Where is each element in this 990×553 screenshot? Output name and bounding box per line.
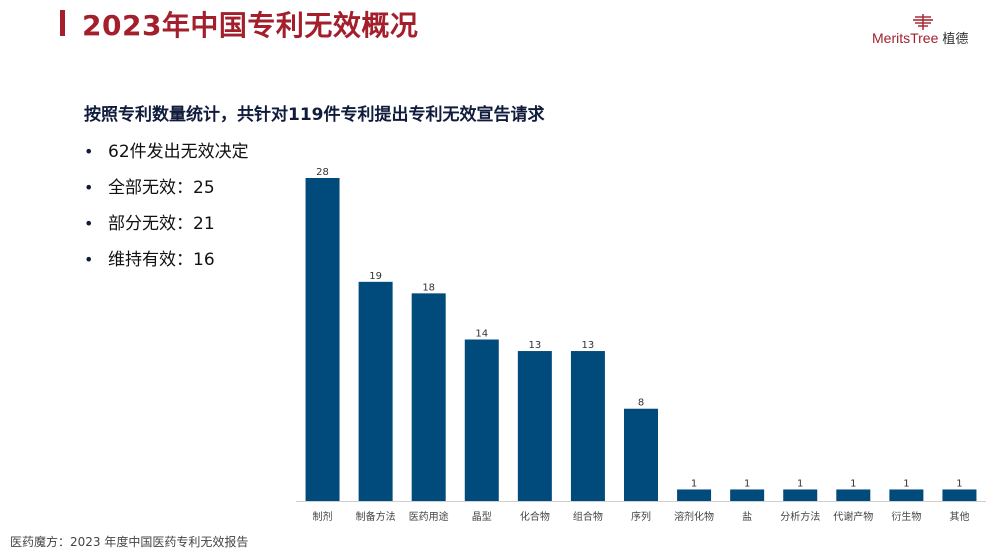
data-label-10: 1 [850,478,856,489]
bullet-text: 全部无效：25 [108,178,215,198]
x-tick-label-10: 代谢产物 [833,510,873,523]
data-label-3: 14 [475,329,488,340]
data-label-8: 1 [744,478,750,489]
bullet-item: • 部分无效：21 [84,206,249,242]
title-accent-bar [60,10,65,36]
logo-brand-cn: 植德 [942,31,969,46]
bar-9 [783,489,818,501]
bullet-text: 62件发出无效决定 [108,142,249,162]
x-tick-label-9: 分析方法 [780,510,820,523]
bar-10 [836,489,871,501]
bar-0 [305,178,340,501]
x-tick-label-2: 医药用途 [409,510,449,523]
x-tick-label-8: 盐 [742,510,752,523]
x-tick-label-4: 化合物 [520,510,550,523]
source-note: 医药魔方：2023 年度中国医药专利无效报告 [10,535,249,549]
x-tick-label-11: 衍生物 [891,510,921,523]
x-tick-label-6: 序列 [631,510,651,523]
x-tick-label-12: 其他 [949,510,969,523]
bar-8 [730,489,765,501]
logo-brand: MeritsTree [872,30,939,46]
bar-5 [570,351,605,501]
logo-text: MeritsTree 植德 [872,28,968,47]
data-label-1: 19 [369,271,382,282]
x-tick-label-0: 制剂 [313,510,333,523]
data-label-5: 13 [582,340,595,351]
bar-6 [624,408,658,501]
bullet-item: • 全部无效：25 [84,170,249,206]
logo: MeritsTree 植德 [872,12,982,48]
data-label-9: 1 [797,478,803,489]
bullet-list: • 62件发出无效决定 • 全部无效：25 • 部分无效：21 • 维持有效：16 [84,134,249,278]
bullet-dot-icon: • [84,178,94,197]
data-label-12: 1 [956,478,962,489]
data-label-0: 28 [316,167,329,178]
bullet-item: • 62件发出无效决定 [84,134,249,170]
data-label-6: 8 [638,398,644,409]
bar-chart: 28 制剂 19 制备方法 18 医药用途 14 晶型 13 化合物 13 组合物 8 序列 1 溶剂化物 1 盐… [296,167,986,523]
bar-3 [464,339,499,501]
data-label-4: 13 [528,340,541,351]
bullet-text: 部分无效：21 [108,214,215,234]
x-tick-label-7: 溶剂化物 [674,510,714,523]
data-label-2: 18 [422,282,435,293]
bullet-dot-icon: • [84,250,94,269]
tree-logo-icon [913,14,933,30]
data-label-7: 1 [691,478,697,489]
bar-2 [411,293,446,501]
bullet-dot-icon: • [84,142,94,161]
bullet-dot-icon: • [84,214,94,233]
bullet-text: 维持有效：16 [108,250,215,270]
x-tick-label-1: 制备方法 [356,510,396,523]
page-title: 2023年中国专利无效概况 [82,9,419,42]
bar-7 [677,489,712,501]
bar-12 [942,489,977,501]
headline: 按照专利数量统计，共针对119件专利提出专利无效宣告请求 [84,105,545,125]
bar-1 [358,281,393,501]
bar-4 [517,351,552,501]
bar-11 [889,489,924,501]
bullet-item: • 维持有效：16 [84,242,249,278]
data-label-11: 1 [903,478,909,489]
x-tick-label-3: 晶型 [472,510,492,523]
x-tick-label-5: 组合物 [573,510,603,523]
